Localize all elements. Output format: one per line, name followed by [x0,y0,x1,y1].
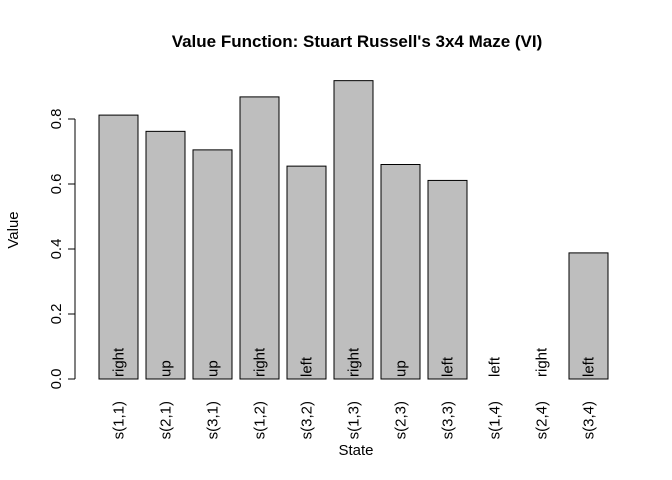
y-axis-label: Value [5,211,22,248]
bar-action-label: left [487,356,504,377]
bar-action-label: left [581,356,598,377]
x-tick-label: s(1,4) [487,401,504,439]
y-tick-label: 0.4 [48,239,65,260]
bar [98,114,139,380]
x-tick-label: s(1,1) [111,401,128,439]
bar [192,149,233,380]
bar-action-label: up [393,360,410,377]
x-tick-label: s(3,2) [299,401,316,439]
bar-action-label: right [111,347,128,377]
x-tick-label: s(1,3) [346,401,363,439]
bar-action-label: right [534,347,551,377]
bar-action-label: left [299,356,316,377]
y-tick-label: 0.2 [48,304,65,325]
chart-title: Value Function: Stuart Russell's 3x4 Maz… [172,32,543,51]
x-tick-labels: s(1,1) s(2,1) s(3,1) s(1,2) s(3,2) s(1,3) s(2,… [111,401,598,439]
x-tick-label: s(2,3) [393,401,410,439]
bar [239,96,280,380]
bar [286,165,327,380]
bar-action-label: right [252,347,269,377]
y-axis: 0.0 0.2 0.4 0.6 0.8 [48,109,76,390]
y-tick-label: 0.6 [48,174,65,195]
x-tick-label: s(3,3) [440,401,457,439]
x-axis-label: State [338,442,373,459]
x-tick-label: s(1,2) [252,401,269,439]
y-tick-label: 0.0 [48,369,65,390]
x-tick-label: s(3,1) [205,401,222,439]
y-tick-label: 0.8 [48,109,65,130]
bar-action-label: up [205,360,222,377]
bar-labels: right up up right left right up left left right le… [111,347,598,377]
x-tick-label: s(3,4) [581,401,598,439]
bars [98,80,609,380]
x-tick-label: s(2,1) [158,401,175,439]
bar [380,164,421,380]
bar-action-label: right [346,347,363,377]
bar-action-label: up [158,360,175,377]
bar [145,130,186,380]
bar [427,179,468,380]
bar [568,252,609,380]
bar-action-label: left [440,356,457,377]
bar [333,80,374,380]
x-tick-label: s(2,4) [534,401,551,439]
